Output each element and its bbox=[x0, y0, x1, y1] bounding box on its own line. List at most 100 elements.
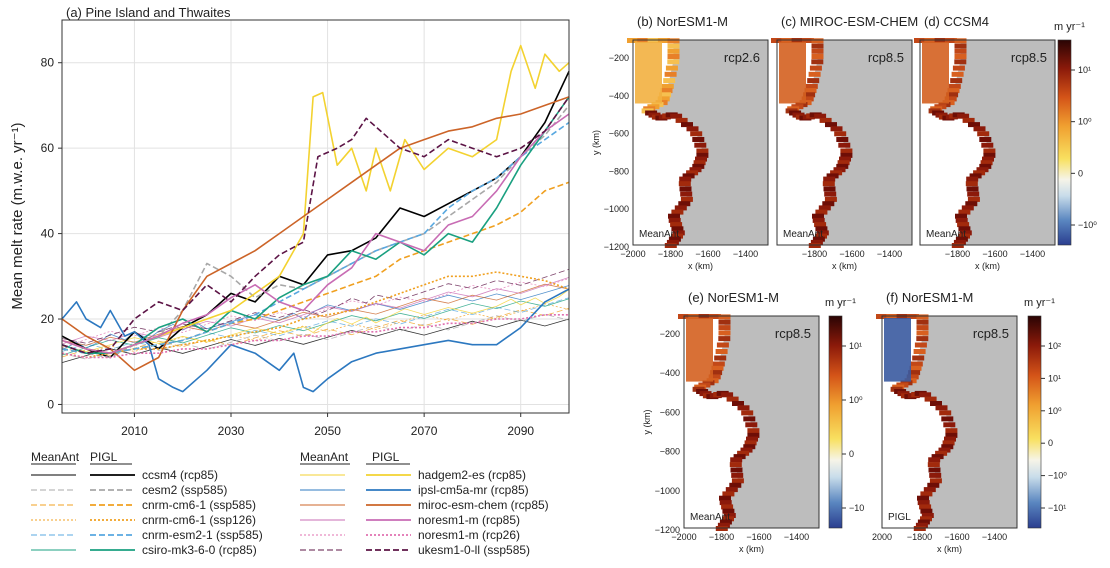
melt-cell bbox=[919, 504, 932, 510]
melt-cell bbox=[696, 152, 709, 158]
melt-cell bbox=[679, 186, 692, 192]
series-line-meanant bbox=[61, 307, 570, 358]
melt-cell bbox=[909, 365, 922, 371]
melt-cell bbox=[811, 59, 824, 65]
melt-cell bbox=[721, 392, 734, 398]
melt-cell bbox=[979, 163, 992, 169]
melt-cell bbox=[928, 457, 941, 463]
melt-cell bbox=[815, 233, 827, 239]
ice-shelf bbox=[922, 42, 949, 104]
melt-cell bbox=[733, 454, 746, 460]
melt-cell bbox=[977, 131, 990, 137]
melt-cell bbox=[939, 410, 952, 416]
melt-cell bbox=[731, 478, 744, 484]
melt-cell bbox=[804, 88, 817, 94]
series-line bbox=[61, 104, 570, 359]
map-title: (d) CCSM4 bbox=[924, 14, 989, 29]
melt-cell bbox=[920, 491, 933, 497]
y-tick-label: −600 bbox=[609, 129, 629, 139]
legend-label: ipsl-cm5a-mr (rcp85) bbox=[418, 483, 529, 497]
melt-cell bbox=[719, 500, 732, 506]
melt-cell bbox=[814, 222, 827, 228]
y-tick-label: 0 bbox=[47, 397, 54, 411]
x-tick-label: −1800 bbox=[709, 532, 734, 542]
melt-cell bbox=[743, 416, 756, 422]
series-line-meanant bbox=[61, 278, 570, 348]
melt-cell bbox=[916, 314, 929, 320]
melt-cell bbox=[672, 230, 685, 236]
melt-cell bbox=[954, 38, 967, 44]
series-line-meanant bbox=[61, 298, 570, 356]
melt-cell bbox=[747, 432, 760, 438]
melt-cell bbox=[955, 236, 968, 242]
x-tick-label: 2030 bbox=[218, 424, 245, 438]
melt-cell bbox=[663, 78, 676, 84]
melt-cell bbox=[714, 355, 727, 361]
colorbar-tick-label: −10⁰ bbox=[1048, 471, 1067, 481]
x-axis-label: x (km) bbox=[688, 261, 713, 271]
melt-cell bbox=[969, 173, 982, 179]
melt-cell bbox=[935, 405, 948, 411]
series-line-meanant bbox=[61, 303, 570, 354]
x-tick-label: −1600 bbox=[695, 249, 720, 259]
y-tick-label: −600 bbox=[660, 407, 680, 417]
chart-title: (a) Pine Island and Thwaites bbox=[66, 5, 231, 20]
melt-cell bbox=[979, 137, 992, 142]
melt-cell bbox=[958, 226, 971, 232]
legend-label: hadgem2-es (rcp85) bbox=[418, 468, 526, 482]
melt-cell bbox=[836, 163, 849, 169]
legend-label: noresm1-m (rcp26) bbox=[418, 528, 520, 542]
series-line bbox=[61, 96, 570, 355]
melt-cell bbox=[966, 176, 979, 182]
melt-cell bbox=[811, 38, 824, 44]
legend-label: cnrm-cm6-1 (ssp126) bbox=[142, 513, 256, 527]
melt-cell bbox=[952, 65, 965, 71]
x-tick-label: −1800 bbox=[907, 532, 932, 542]
melt-cell bbox=[955, 213, 967, 219]
melt-cell bbox=[686, 170, 699, 176]
melt-cell bbox=[973, 126, 986, 132]
melt-cell bbox=[670, 113, 683, 119]
melt-cell bbox=[693, 160, 706, 166]
melt-cell bbox=[801, 96, 814, 102]
plot-frame bbox=[61, 19, 570, 414]
melt-cell bbox=[927, 482, 940, 488]
melt-cell bbox=[941, 416, 954, 422]
melt-cell bbox=[955, 217, 968, 223]
map-title: (e) NorESM1-M bbox=[688, 290, 779, 305]
map-panel: (d) CCSM4 rcp8.5 MeanAnt −1800 −1600 −1400 x (… bbox=[914, 14, 1097, 271]
melt-cell bbox=[710, 370, 723, 376]
melt-cell bbox=[812, 236, 825, 242]
melt-cell bbox=[906, 374, 919, 380]
melt-cell bbox=[951, 71, 964, 77]
x-tick-label: −1600 bbox=[944, 532, 969, 542]
melt-cell bbox=[681, 122, 693, 128]
melt-cell bbox=[954, 43, 967, 49]
y-tick-label: 20 bbox=[41, 312, 55, 326]
melt-cell bbox=[965, 201, 978, 207]
colorbar-tick-label: 0 bbox=[849, 449, 854, 459]
melt-cell bbox=[815, 209, 828, 215]
colorbar-tick-label: 10¹ bbox=[849, 341, 862, 351]
melt-cell bbox=[915, 522, 928, 528]
line-chart-panel: (a) Pine Island and Thwaites Mean melt r… bbox=[9, 5, 570, 438]
series-line-meanant bbox=[61, 285, 570, 350]
x-axis-label: x (km) bbox=[937, 544, 962, 554]
melt-cell bbox=[670, 222, 683, 228]
melt-cell bbox=[747, 428, 760, 434]
melt-cell bbox=[711, 365, 724, 371]
series-line-meanant bbox=[61, 313, 570, 360]
colorbar-tick-label: 10⁰ bbox=[849, 395, 863, 405]
melt-cell bbox=[945, 428, 958, 434]
map-panel: (f) NorESM1-M rcp8.5 PIGL 2000 −1800 −1600 −14… bbox=[872, 290, 1067, 554]
melt-cell bbox=[823, 186, 836, 192]
melt-cell bbox=[811, 43, 824, 49]
melt-cell bbox=[840, 148, 853, 154]
melt-cell bbox=[730, 467, 743, 473]
melt-cell bbox=[929, 478, 942, 484]
melt-cell bbox=[716, 342, 729, 348]
melt-cell bbox=[723, 513, 736, 518]
melt-cell bbox=[823, 176, 836, 182]
melt-cell bbox=[719, 495, 731, 501]
y-axis-label: y (km) bbox=[642, 410, 652, 435]
